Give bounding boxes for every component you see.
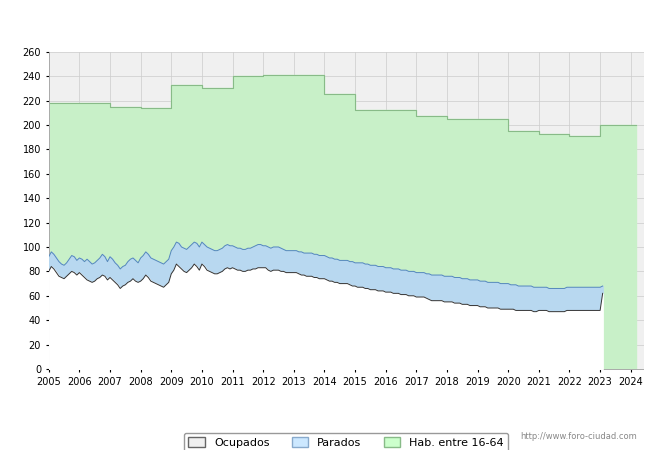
Text: http://www.foro-ciudad.com: http://www.foro-ciudad.com xyxy=(520,432,637,441)
Legend: Ocupados, Parados, Hab. entre 16-64: Ocupados, Parados, Hab. entre 16-64 xyxy=(184,432,508,450)
Text: Vistabella del Maestrat - Evolucion de la poblacion en edad de Trabajar Mayo de : Vistabella del Maestrat - Evolucion de l… xyxy=(49,18,601,29)
